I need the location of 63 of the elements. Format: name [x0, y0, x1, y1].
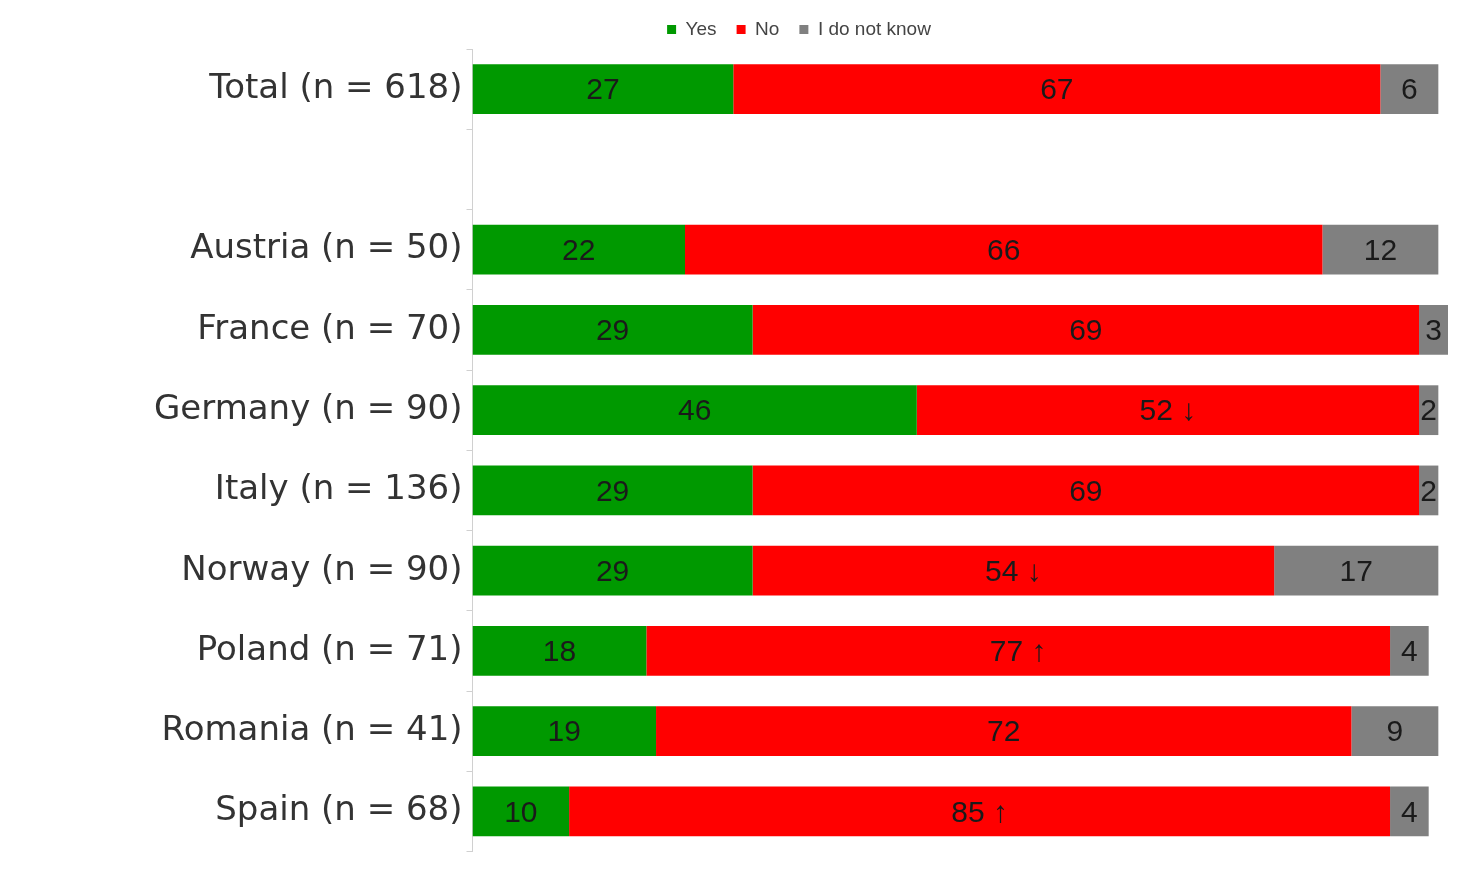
- data-label: 9: [1386, 714, 1404, 748]
- bar: [472, 465, 753, 516]
- data-label: 3: [1425, 313, 1442, 347]
- data-label: 46: [677, 393, 712, 427]
- bar: [1322, 224, 1439, 275]
- data-label: 29: [595, 553, 630, 587]
- bar: [656, 706, 1352, 757]
- data-label: 2: [1420, 393, 1438, 427]
- bar: [472, 706, 657, 757]
- legend-label: Yes: [685, 17, 717, 39]
- bar: [1390, 786, 1429, 837]
- bar: [472, 224, 685, 275]
- bar: [472, 64, 734, 115]
- data-label: 4: [1401, 794, 1418, 828]
- data-label: 10: [504, 794, 538, 828]
- y-tick-label: Norway (n = 90): [181, 547, 463, 588]
- bar: [1274, 545, 1439, 596]
- data-label: 77 ↑: [989, 634, 1047, 668]
- bar: [752, 545, 1275, 596]
- data-label: 52 ↓: [1139, 393, 1197, 427]
- bar: [752, 305, 1420, 355]
- bar: [472, 305, 753, 355]
- data-label: 29: [595, 473, 630, 507]
- bar: [1380, 64, 1439, 115]
- data-label: 66: [987, 232, 1021, 266]
- data-label: 85 ↑: [951, 794, 1008, 828]
- bar: [646, 626, 1391, 676]
- y-tick-label: Romania (n = 41): [161, 708, 463, 749]
- bar: [1390, 626, 1429, 676]
- bar: [472, 545, 753, 596]
- data-label: 19: [547, 714, 581, 748]
- data-label: 72: [987, 714, 1021, 748]
- data-label: 22: [562, 232, 596, 266]
- bar: [472, 626, 647, 676]
- data-label: 69: [1069, 313, 1103, 347]
- data-label: 17: [1339, 553, 1373, 587]
- bar: [472, 385, 917, 436]
- bar: [569, 786, 1391, 837]
- data-label: 2: [1420, 473, 1438, 507]
- y-tick-label: France (n = 70): [197, 306, 463, 347]
- y-tick-label: Spain (n = 68): [215, 788, 463, 829]
- data-label: 69: [1069, 473, 1103, 507]
- bar: [916, 385, 1420, 436]
- legend-label: No: [755, 17, 780, 39]
- y-tick-label: Italy (n = 136): [214, 467, 463, 508]
- y-tick-label: Germany (n = 90): [153, 387, 463, 427]
- data-label: 29: [595, 313, 630, 347]
- bar: [472, 786, 570, 837]
- bar: [733, 64, 1381, 115]
- data-label: 54 ↓: [985, 553, 1042, 587]
- y-tick-label: Total (n = 618): [208, 65, 463, 106]
- legend-label: I do not know: [817, 17, 932, 39]
- data-label: 67: [1040, 72, 1074, 106]
- bar: [752, 465, 1420, 516]
- bar: [685, 224, 1323, 275]
- data-label: 18: [542, 634, 577, 668]
- data-label: 12: [1363, 232, 1398, 266]
- y-tick-label: Poland (n = 71): [196, 627, 463, 668]
- y-tick-label: Austria (n = 50): [190, 226, 463, 267]
- data-label: 6: [1401, 72, 1418, 106]
- data-label: 4: [1401, 634, 1418, 668]
- bar: [1351, 706, 1439, 757]
- data-label: 27: [586, 72, 620, 106]
